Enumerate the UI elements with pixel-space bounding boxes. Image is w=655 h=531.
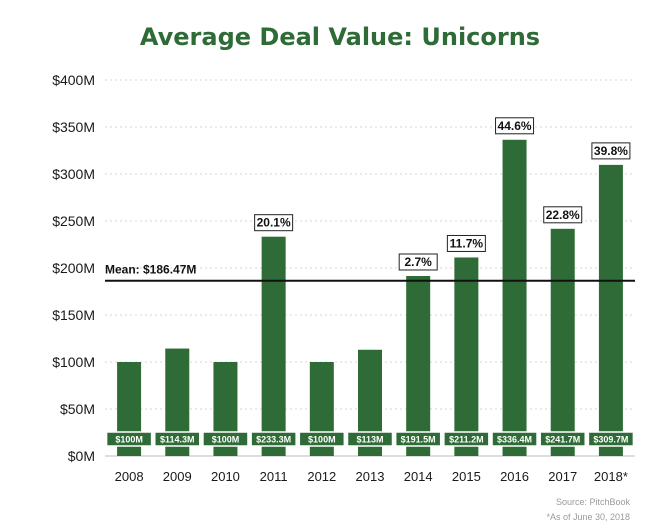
y-tick-label: $400M	[52, 72, 95, 88]
value-label-box	[587, 431, 635, 447]
value-label: $309.7M	[593, 435, 628, 445]
bar	[550, 228, 575, 456]
y-tick-label: $300M	[52, 166, 95, 182]
x-tick-label: 2018*	[594, 469, 628, 484]
y-tick-label: $100M	[52, 354, 95, 370]
mean-label: Mean: $186.47M	[105, 263, 196, 277]
value-label: $336.4M	[497, 435, 532, 445]
value-label: $191.5M	[401, 435, 436, 445]
growth-label: 39.8%	[594, 144, 628, 158]
growth-label-box	[398, 253, 438, 271]
bar	[454, 257, 479, 456]
value-label: $100M	[212, 435, 240, 445]
x-tick-label: 2014	[404, 469, 433, 484]
y-tick-label: $350M	[52, 119, 95, 135]
y-tick-label: $200M	[52, 260, 95, 276]
growth-label-box	[591, 142, 631, 160]
value-label-box	[539, 431, 586, 447]
labels: $100M 2008 $114.3M 2009 $100M 2010 $233.3M 2011…	[105, 117, 635, 484]
x-tick-label: 2009	[163, 469, 192, 484]
source-note: *As of June 30, 2018	[546, 512, 630, 522]
value-label-box	[250, 431, 297, 447]
chart-title: Average Deal Value: Unicorns	[140, 23, 540, 51]
value-label-box	[394, 431, 442, 447]
x-tick-label: 2016	[500, 469, 529, 484]
x-tick-label: 2008	[115, 469, 144, 484]
value-label-box	[491, 431, 538, 447]
x-tick-label: 2013	[356, 469, 385, 484]
growth-label: 22.8%	[546, 208, 580, 222]
x-tick-label: 2012	[307, 469, 336, 484]
x-tick-label: 2011	[260, 469, 288, 484]
bar	[502, 139, 527, 456]
value-label: $211.2M	[449, 435, 484, 445]
y-tick-label: $50M	[60, 401, 95, 417]
value-label-box	[346, 431, 394, 447]
value-label-box	[202, 431, 249, 447]
y-tick-label: $250M	[52, 213, 95, 229]
growth-label-box	[543, 206, 583, 224]
grid: $0M $50M $100M $150M $200M $250M $300M $350M $40…	[52, 72, 635, 464]
value-label-box	[443, 431, 490, 447]
bars	[117, 139, 623, 456]
growth-label: 11.7%	[450, 236, 484, 250]
value-label: $233.3M	[256, 435, 291, 445]
value-label-box	[105, 431, 153, 447]
value-label: $241.7M	[545, 435, 580, 445]
value-label-box	[298, 431, 346, 447]
value-label: $100M	[115, 435, 143, 445]
x-tick-label: 2015	[452, 469, 481, 484]
bar	[261, 236, 286, 456]
value-label: $114.3M	[160, 435, 195, 445]
growth-label-box	[495, 117, 535, 135]
growth-label-box	[254, 214, 294, 232]
value-label: $100M	[308, 435, 336, 445]
growth-label: 44.6%	[498, 119, 532, 133]
value-label: $113M	[356, 435, 383, 445]
bar	[598, 164, 623, 456]
x-tick-label: 2010	[211, 469, 240, 484]
growth-label-box	[446, 234, 486, 252]
y-tick-label: $150M	[52, 307, 95, 323]
y-tick-label: $0M	[68, 448, 95, 464]
mean-line-group: Mean: $186.47M	[105, 263, 635, 282]
value-label-box	[154, 431, 201, 447]
growth-label: 20.1%	[257, 216, 291, 230]
source-text: Source: PitchBook	[556, 497, 631, 507]
x-tick-label: 2017	[548, 469, 577, 484]
bar	[406, 275, 431, 456]
growth-label: 2.7%	[405, 255, 433, 269]
